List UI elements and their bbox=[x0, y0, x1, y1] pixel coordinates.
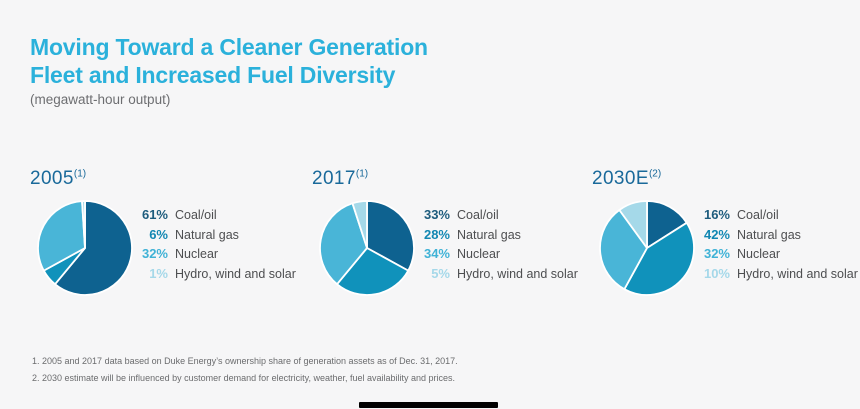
pie-slice-3 bbox=[351, 200, 368, 249]
chart-year-text: 2005 bbox=[30, 168, 74, 189]
legend-percent: 42% bbox=[703, 226, 730, 242]
footnote-1: 1. 2005 and 2017 data based on Duke Ener… bbox=[32, 356, 458, 366]
pie-2005 bbox=[37, 200, 133, 296]
legend-label: Hydro, wind and solar bbox=[737, 266, 858, 281]
pie-slice-3 bbox=[618, 200, 648, 249]
pie-slice-3 bbox=[81, 200, 86, 249]
legend-label: Coal/oil bbox=[175, 208, 217, 222]
legend-row: 32% Nuclear bbox=[134, 246, 296, 266]
chart-year-heading-2017: 2017(1) bbox=[312, 168, 602, 190]
legend-percent: 61% bbox=[141, 207, 168, 222]
pie-2030e bbox=[599, 200, 695, 296]
legend-row: 1% Hydro, wind and solar bbox=[134, 266, 296, 286]
pie-slice-0 bbox=[366, 200, 415, 272]
legend-label: Hydro, wind and solar bbox=[175, 266, 296, 281]
pie-slice-2 bbox=[599, 209, 648, 291]
pie-slice-0 bbox=[54, 200, 133, 296]
legend-row: 6% Natural gas bbox=[134, 227, 296, 247]
legend-row: 61% Coal/oil bbox=[134, 207, 296, 227]
page-title: Moving Toward a Cleaner Generation Fleet… bbox=[30, 34, 428, 88]
pie-slice-0 bbox=[646, 200, 688, 249]
legend-label: Coal/oil bbox=[737, 208, 779, 222]
chart-group-2005: 2005(1) 61% Coal/oil 6% Natural gas 32% Nuc… bbox=[30, 168, 320, 313]
pie-slice-1 bbox=[336, 247, 410, 296]
legend-percent: 28% bbox=[423, 226, 450, 242]
legend-label: Natural gas bbox=[737, 227, 801, 242]
pie-slice-2 bbox=[319, 202, 368, 286]
chart-year-heading-2005: 2005(1) bbox=[30, 168, 320, 190]
legend-label: Natural gas bbox=[175, 227, 239, 242]
legend-row: 5% Hydro, wind and solar bbox=[416, 266, 578, 286]
footnote-marker: (1) bbox=[355, 168, 369, 180]
legend-percent: 1% bbox=[149, 265, 168, 281]
legend-percent: 5% bbox=[431, 265, 450, 281]
legend-2017: 33% Coal/oil 28% Natural gas 34% Nuclear 5%… bbox=[416, 207, 578, 285]
legend-row: 42% Natural gas bbox=[696, 227, 858, 247]
legend-percent: 16% bbox=[703, 207, 730, 222]
legend-label: Hydro, wind and solar bbox=[457, 266, 578, 281]
chart-group-2030e: 2030E(2) 16% Coal/oil 42% Natural gas 32% N… bbox=[592, 168, 860, 313]
legend-row: 33% Coal/oil bbox=[416, 207, 578, 227]
legend-row: 16% Coal/oil bbox=[696, 207, 858, 227]
legend-percent: 34% bbox=[423, 246, 450, 261]
pie-slice-2 bbox=[37, 200, 86, 272]
legend-row: 32% Nuclear bbox=[696, 246, 858, 266]
legend-percent: 10% bbox=[703, 265, 730, 281]
chart-year-text: 2030E bbox=[592, 168, 649, 189]
legend-label: Nuclear bbox=[175, 247, 219, 261]
legend-label: Natural gas bbox=[457, 227, 521, 242]
footnote-marker: (1) bbox=[73, 168, 87, 180]
bottom-black-bar bbox=[359, 402, 498, 408]
legend-percent: 32% bbox=[141, 246, 168, 261]
pie-2017 bbox=[319, 200, 415, 296]
footnote-2: 2. 2030 estimate will be influenced by c… bbox=[32, 373, 456, 383]
legend-percent: 33% bbox=[423, 207, 450, 222]
legend-row: 10% Hydro, wind and solar bbox=[696, 266, 858, 286]
legend-row: 28% Natural gas bbox=[416, 227, 578, 247]
legend-percent: 6% bbox=[149, 226, 168, 242]
chart-year-heading-2030e: 2030E(2) bbox=[592, 168, 860, 190]
legend-row: 34% Nuclear bbox=[416, 246, 578, 266]
legend-2030e: 16% Coal/oil 42% Natural gas 32% Nuclear 10… bbox=[696, 207, 858, 285]
legend-2005: 61% Coal/oil 6% Natural gas 32% Nuclear 1% H… bbox=[134, 207, 296, 285]
pie-slice-1 bbox=[623, 221, 695, 296]
legend-label: Coal/oil bbox=[457, 208, 499, 222]
legend-label: Nuclear bbox=[457, 247, 501, 261]
chart-year-text: 2017 bbox=[312, 168, 356, 189]
legend-percent: 32% bbox=[703, 246, 730, 261]
footnote-marker: (2) bbox=[648, 168, 662, 180]
chart-group-2017: 2017(1) 33% Coal/oil 28% Natural gas 34% Nu… bbox=[312, 168, 602, 313]
legend-label: Nuclear bbox=[737, 247, 781, 261]
page-subtitle: (megawatt-hour output) bbox=[30, 92, 171, 107]
